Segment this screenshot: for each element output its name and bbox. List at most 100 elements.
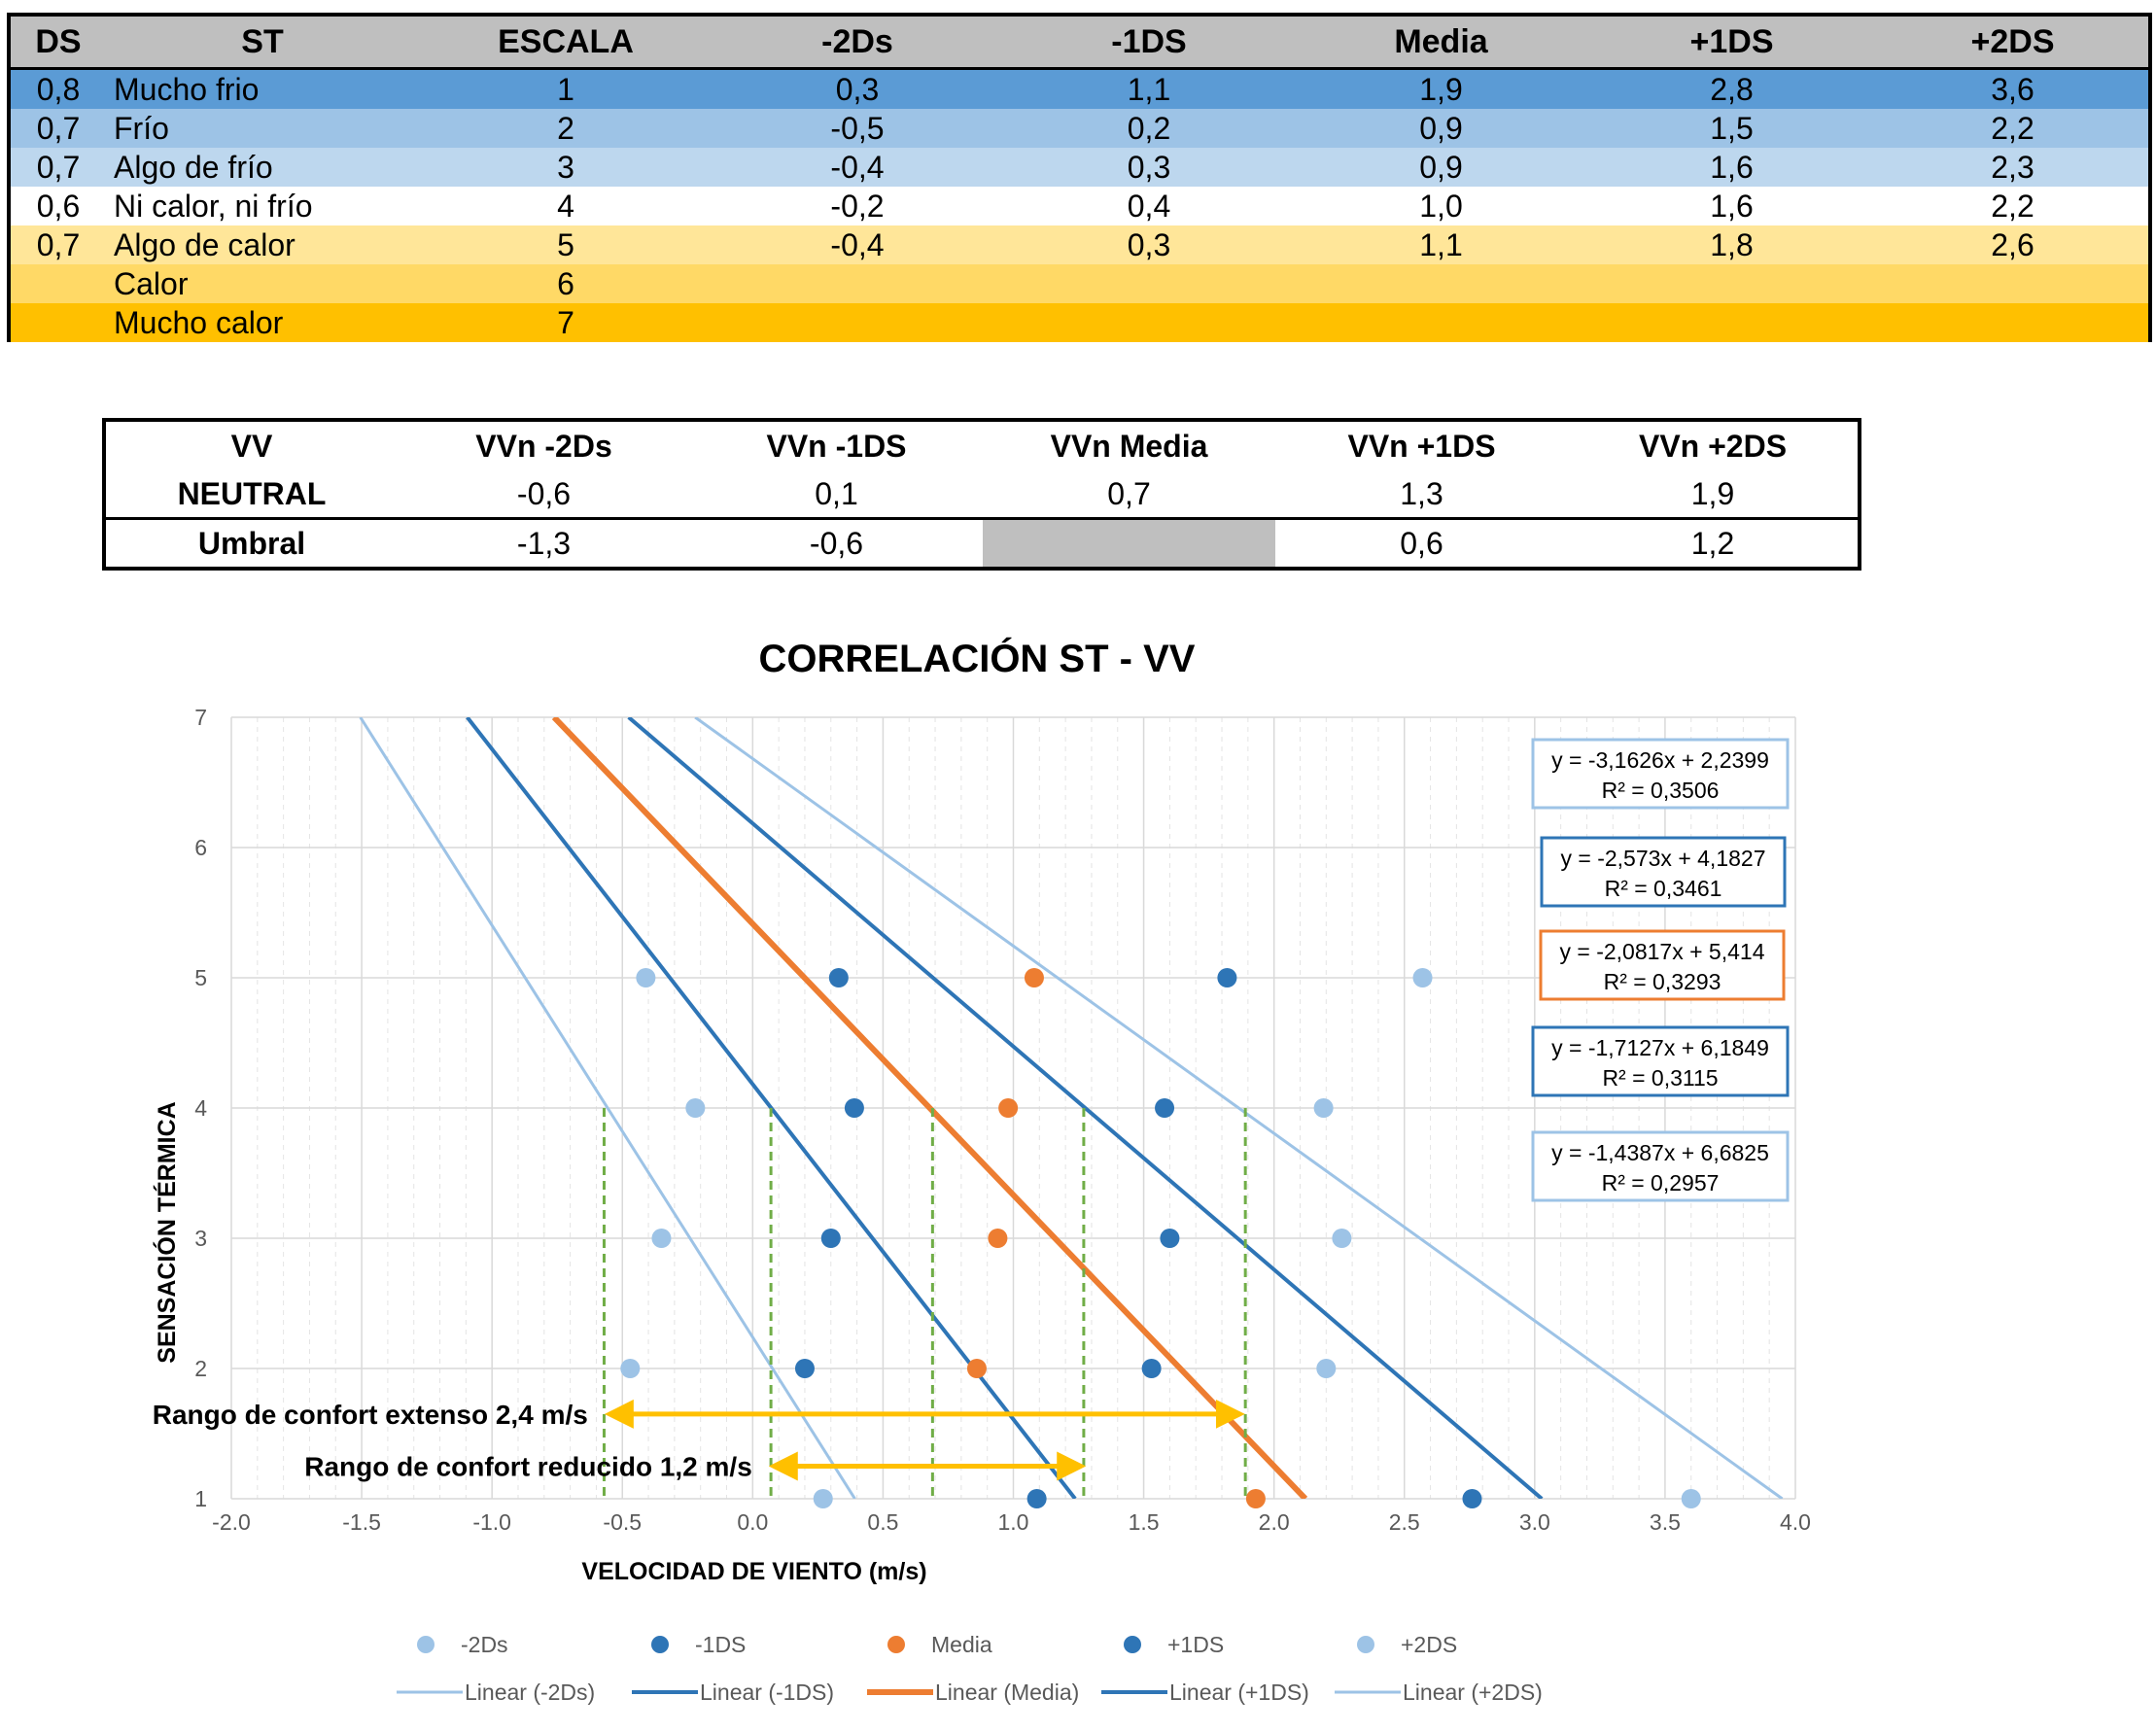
header-media: Media — [1296, 17, 1586, 70]
equation-text: y = -2,573x + 4,1827 — [1561, 846, 1766, 871]
data-point — [1026, 1489, 1047, 1508]
minus-2ds-cell: -0,2 — [830, 188, 885, 224]
equation-box: y = -2,0817x + 5,414 R² = 0,3293 — [1539, 929, 1786, 1001]
header-plus-2ds: +2DS — [1877, 17, 2148, 70]
y-tick-label: 4 — [194, 1095, 207, 1121]
plus-2ds-cell: 3,6 — [1991, 71, 2034, 107]
escala-cell: 5 — [557, 226, 574, 262]
legend-marker — [887, 1636, 905, 1653]
plus-2ds-cell: 2,2 — [1991, 188, 2034, 224]
x-tick-label: 0.0 — [737, 1509, 768, 1535]
neutral-value: 1,9 — [1690, 475, 1735, 511]
header-st: ST — [106, 17, 419, 70]
chart-grid — [230, 716, 1796, 1500]
x-axis-label: VELOCIDAD DE VIENTO (m/s) — [581, 1558, 926, 1585]
correlation-chart: CORRELACIÓN ST - VV Rango de confort ext… — [152, 636, 1811, 1705]
header-ds: DS — [11, 17, 106, 70]
equation-box: y = -2,573x + 4,1827 R² = 0,3461 — [1540, 836, 1787, 908]
minus-2ds-cell: -0,4 — [830, 226, 885, 262]
data-point — [1245, 1489, 1266, 1508]
plus-2ds-cell: 2,3 — [1991, 149, 2034, 185]
ds-cell: 0,7 — [36, 226, 81, 262]
plus-2ds-cell: 2,2 — [1991, 110, 2034, 146]
data-point — [651, 1229, 672, 1248]
data-point — [1316, 1359, 1337, 1378]
table-row: 0,6 Ni calor, ni frío 4 -0,2 0,4 1,0 1,6 2,2 — [11, 187, 2148, 225]
x-tick-label: 1.5 — [1129, 1509, 1160, 1535]
data-point — [998, 1098, 1019, 1118]
plus-1ds-cell — [1586, 303, 1877, 342]
data-point — [844, 1098, 864, 1118]
y-tick-label: 1 — [194, 1486, 207, 1511]
minus-2ds-cell: -0,5 — [830, 110, 885, 146]
y-tick-label: 2 — [194, 1356, 207, 1381]
legend-label: +1DS — [1167, 1632, 1224, 1657]
escala-cell: 7 — [557, 304, 574, 340]
table-row: Mucho calor 7 — [11, 303, 2148, 342]
plus-1ds-cell: 1,6 — [1710, 188, 1754, 224]
legend-trend-label: Linear (Media) — [935, 1680, 1079, 1705]
equation-boxes: y = -3,1626x + 2,2399 R² = 0,3506 y = -2,5… — [1531, 738, 1790, 1202]
data-point — [1412, 968, 1433, 987]
ds-cell — [11, 264, 106, 303]
x-ticks: -2.0 -1.5 -1.0 -0.5 0.0 0.5 1.0 1.5 2.0 2.5 3.0 3.5… — [212, 1509, 1811, 1535]
header-vvn-minus-2ds: VVn -2Ds — [475, 428, 612, 464]
header-vvn-plus-1ds: VVn +1DS — [1347, 428, 1496, 464]
media-cell: 0,9 — [1419, 149, 1463, 185]
table-header-row: DS ST ESCALA -2Ds -1DS Media +1DS +2DS — [11, 17, 2148, 70]
ds-cell: 0,7 — [36, 110, 81, 146]
ds-cell: 0,6 — [36, 188, 81, 224]
y-tick-label: 6 — [194, 835, 207, 860]
data-point — [820, 1229, 841, 1248]
trendline — [359, 717, 856, 1499]
minus-1ds-cell: 0,2 — [1127, 110, 1171, 146]
table-row: 0,7 Frío 2 -0,5 0,2 0,9 1,5 2,2 — [11, 109, 2148, 148]
data-point — [620, 1359, 641, 1378]
minus-2ds-cell: -0,4 — [830, 149, 885, 185]
escala-cell: 3 — [557, 149, 574, 185]
ds-cell — [11, 303, 106, 342]
y-ticks: 1 2 3 4 5 6 7 — [194, 705, 207, 1511]
equation-text: y = -2,0817x + 5,414 — [1560, 939, 1765, 964]
umbral-value: 1,2 — [1568, 517, 1858, 567]
r-squared-text: R² = 0,3506 — [1602, 778, 1720, 803]
media-cell: 1,9 — [1419, 71, 1463, 107]
media-cell — [1296, 303, 1586, 342]
data-point — [1313, 1098, 1334, 1118]
media-cell: 1,0 — [1419, 188, 1463, 224]
st-cell: Mucho frio — [114, 71, 260, 107]
x-tick-label: -1.0 — [472, 1509, 511, 1535]
legend-marker — [1357, 1636, 1374, 1653]
data-point — [1332, 1229, 1352, 1248]
equation-text: y = -1,4387x + 6,6825 — [1551, 1140, 1769, 1165]
umbral-value: 0,6 — [1275, 517, 1568, 567]
x-tick-label: 4.0 — [1780, 1509, 1811, 1535]
legend-marker — [1124, 1636, 1141, 1653]
minus-2ds-cell: 0,3 — [835, 71, 880, 107]
plus-1ds-cell: 1,5 — [1710, 110, 1754, 146]
st-cell: Mucho calor — [114, 304, 284, 340]
data-point — [1462, 1489, 1482, 1508]
x-tick-label: 0.5 — [867, 1509, 898, 1535]
header-minus-2ds: -2Ds — [713, 17, 1002, 70]
y-tick-label: 5 — [194, 965, 207, 990]
comfort-lines — [602, 1108, 1247, 1499]
umbral-value: -1,3 — [398, 517, 690, 567]
plus-1ds-cell — [1586, 264, 1877, 303]
header-vvn-minus-1ds: VVn -1DS — [766, 428, 907, 464]
comfort-ranges: Rango de confort extenso 2,4 m/s Rango de… — [153, 1399, 1245, 1482]
neutral-value: 0,7 — [1107, 475, 1151, 511]
equation-text: y = -1,7127x + 6,1849 — [1551, 1035, 1769, 1060]
escala-cell: 2 — [557, 110, 574, 146]
minus-1ds-cell: 0,4 — [1127, 188, 1171, 224]
table-row: Calor 6 — [11, 264, 2148, 303]
header-escala: ESCALA — [419, 17, 713, 70]
chart-title: CORRELACIÓN ST - VV — [759, 636, 1196, 680]
legend-marker — [417, 1636, 435, 1653]
plus-1ds-cell: 1,6 — [1710, 149, 1754, 185]
data-point — [1160, 1229, 1180, 1248]
equation-box-frame — [1531, 1130, 1790, 1202]
r-squared-text: R² = 0,3461 — [1605, 876, 1722, 901]
legend-trend-label: Linear (-1DS) — [700, 1680, 834, 1705]
neutral-label: NEUTRAL — [177, 475, 327, 511]
